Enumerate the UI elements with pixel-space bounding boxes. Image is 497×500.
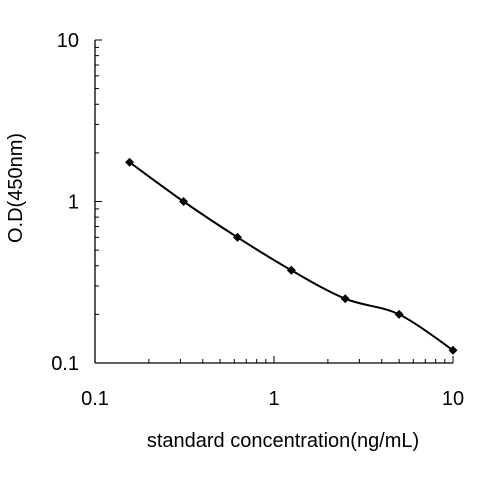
data-point	[286, 265, 296, 275]
x-tick-label: 0.1	[81, 388, 109, 410]
data-point	[179, 197, 189, 206]
data-point	[125, 157, 135, 167]
axes: 0.1 1 10 0.1 1 10	[51, 30, 464, 410]
plot-area	[125, 157, 458, 355]
y-axis-label: O.D(450nm)	[5, 133, 27, 243]
y-tick-label: 1	[68, 192, 79, 214]
data-point	[394, 309, 404, 319]
data-point	[448, 345, 458, 355]
data-point	[232, 232, 242, 242]
y-tick-label: 0.1	[51, 353, 79, 375]
data-point	[340, 294, 350, 304]
x-tick-label: 1	[268, 388, 279, 410]
y-tick-label: 10	[57, 30, 79, 52]
x-tick-label: 10	[442, 388, 464, 410]
series-line	[128, 161, 454, 352]
x-axis-label: standard concentration(ng/mL)	[147, 430, 419, 452]
